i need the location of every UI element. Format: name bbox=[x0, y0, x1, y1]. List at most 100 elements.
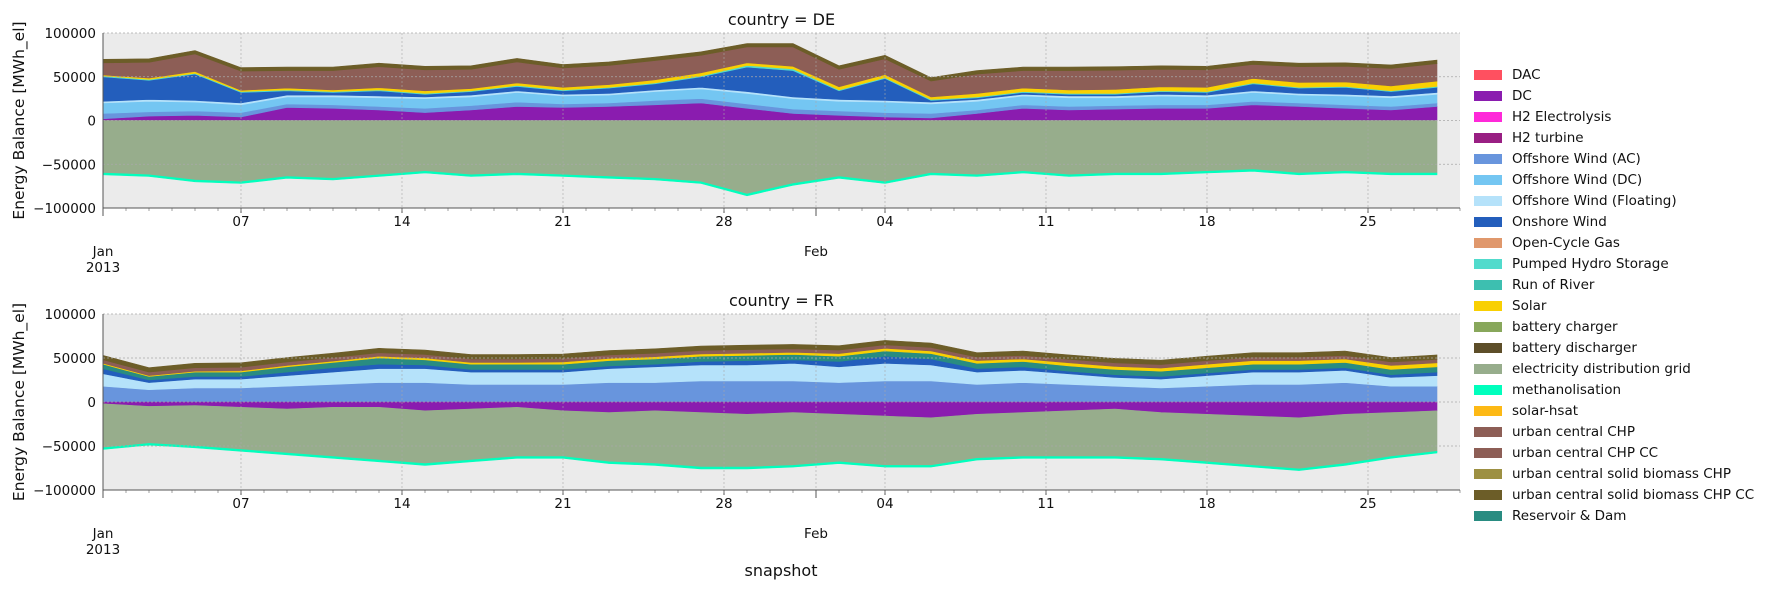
x-month-label: Feb bbox=[804, 244, 828, 260]
y-axis-label: Energy Balance [MWh_el] bbox=[10, 21, 29, 219]
legend-label: Run of River bbox=[1512, 276, 1595, 293]
area-methanolisation bbox=[102, 169, 1438, 197]
x-tick-label: 04 bbox=[876, 496, 893, 512]
legend: DAC DC H2 Electrolysis H2 turbine Offshore W… bbox=[1474, 64, 1754, 526]
y-tick-label: 100000 bbox=[44, 307, 96, 323]
legend-label: battery discharger bbox=[1512, 339, 1637, 356]
area-urban-central-solid-biomass-chp-cc bbox=[102, 43, 1438, 82]
legend-item: urban central solid biomass CHP bbox=[1474, 463, 1754, 484]
legend-swatch bbox=[1474, 132, 1502, 143]
legend-swatch bbox=[1474, 69, 1502, 80]
legend-label: Pumped Hydro Storage bbox=[1512, 255, 1669, 272]
legend-label: H2 turbine bbox=[1512, 129, 1584, 146]
x-month-label: 2013 bbox=[86, 542, 120, 558]
x-tick-label: 14 bbox=[393, 214, 410, 230]
legend-label: urban central solid biomass CHP CC bbox=[1512, 486, 1755, 503]
legend-label: DC bbox=[1512, 87, 1532, 104]
legend-item: electricity distribution grid bbox=[1474, 358, 1754, 379]
x-month-label: Jan bbox=[92, 244, 114, 260]
y-tick-label: −100000 bbox=[33, 201, 96, 217]
legend-label: urban central solid biomass CHP bbox=[1512, 465, 1731, 482]
legend-label: methanolisation bbox=[1512, 381, 1622, 398]
y-tick-label: 100000 bbox=[44, 26, 96, 42]
y-tick-label: 50000 bbox=[53, 351, 96, 367]
legend-swatch bbox=[1474, 195, 1502, 206]
legend-item: DAC bbox=[1474, 64, 1754, 85]
legend-label: solar-hsat bbox=[1512, 402, 1579, 419]
legend-label: Offshore Wind (DC) bbox=[1512, 171, 1643, 188]
legend-label: Onshore Wind bbox=[1512, 213, 1607, 230]
legend-swatch bbox=[1474, 153, 1502, 164]
legend-item: battery discharger bbox=[1474, 337, 1754, 358]
legend-swatch bbox=[1474, 300, 1502, 311]
legend-item: Pumped Hydro Storage bbox=[1474, 253, 1754, 274]
x-tick-label: 21 bbox=[554, 214, 571, 230]
legend-label: urban central CHP CC bbox=[1512, 444, 1659, 461]
legend-item: H2 turbine bbox=[1474, 127, 1754, 148]
legend-label: Solar bbox=[1512, 297, 1547, 314]
legend-label: Offshore Wind (Floating) bbox=[1512, 192, 1677, 209]
x-tick-label: 28 bbox=[715, 496, 732, 512]
x-tick-label: 25 bbox=[1359, 496, 1376, 512]
legend-item: Solar bbox=[1474, 295, 1754, 316]
legend-item: solar-hsat bbox=[1474, 400, 1754, 421]
legend-item: urban central CHP bbox=[1474, 421, 1754, 442]
x-tick-label: 07 bbox=[232, 214, 249, 230]
chart-panel-1: 100000 50000 0 −50000 −100000 07 14 21 28 04 11 18 2… bbox=[10, 291, 1461, 558]
legend-label: electricity distribution grid bbox=[1512, 360, 1691, 377]
legend-swatch bbox=[1474, 363, 1502, 374]
legend-item: DC bbox=[1474, 85, 1754, 106]
legend-swatch bbox=[1474, 447, 1502, 458]
x-month-label: Jan bbox=[92, 526, 114, 542]
legend-item: battery charger bbox=[1474, 316, 1754, 337]
y-tick-label: −50000 bbox=[42, 439, 96, 455]
x-month-label: 2013 bbox=[86, 260, 120, 276]
legend-item: Open-Cycle Gas bbox=[1474, 232, 1754, 253]
x-tick-label: 18 bbox=[1198, 496, 1215, 512]
panel-title: country = DE bbox=[728, 10, 835, 29]
legend-item: urban central CHP CC bbox=[1474, 442, 1754, 463]
legend-swatch bbox=[1474, 237, 1502, 248]
x-tick-label: 11 bbox=[1037, 496, 1054, 512]
legend-item: Reservoir & Dam bbox=[1474, 505, 1754, 526]
legend-item: Offshore Wind (AC) bbox=[1474, 148, 1754, 169]
x-tick-label: 11 bbox=[1037, 214, 1054, 230]
legend-item: urban central solid biomass CHP CC bbox=[1474, 484, 1754, 505]
legend-swatch bbox=[1474, 216, 1502, 227]
x-month-label: Feb bbox=[804, 526, 828, 542]
legend-swatch bbox=[1474, 111, 1502, 122]
legend-item: Offshore Wind (DC) bbox=[1474, 169, 1754, 190]
legend-swatch bbox=[1474, 279, 1502, 290]
x-tick-label: 14 bbox=[393, 496, 410, 512]
x-tick-label: 21 bbox=[554, 496, 571, 512]
legend-swatch bbox=[1474, 405, 1502, 416]
legend-label: urban central CHP bbox=[1512, 423, 1635, 440]
legend-item: methanolisation bbox=[1474, 379, 1754, 400]
legend-swatch bbox=[1474, 174, 1502, 185]
y-axis-label: Energy Balance [MWh_el] bbox=[10, 303, 29, 501]
legend-label: DAC bbox=[1512, 66, 1541, 83]
y-tick-label: 0 bbox=[87, 114, 96, 130]
y-tick-label: −50000 bbox=[42, 157, 96, 173]
legend-swatch bbox=[1474, 384, 1502, 395]
x-axis-label: snapshot bbox=[745, 561, 818, 580]
legend-item: Offshore Wind (Floating) bbox=[1474, 190, 1754, 211]
x-tick-label: 04 bbox=[876, 214, 893, 230]
legend-item: Run of River bbox=[1474, 274, 1754, 295]
legend-swatch bbox=[1474, 258, 1502, 269]
x-tick-label: 07 bbox=[232, 496, 249, 512]
legend-label: H2 Electrolysis bbox=[1512, 108, 1612, 125]
legend-swatch bbox=[1474, 321, 1502, 332]
legend-swatch bbox=[1474, 489, 1502, 500]
legend-swatch bbox=[1474, 426, 1502, 437]
legend-label: Open-Cycle Gas bbox=[1512, 234, 1620, 251]
y-tick-label: 0 bbox=[87, 395, 96, 411]
legend-item: Onshore Wind bbox=[1474, 211, 1754, 232]
x-tick-label: 18 bbox=[1198, 214, 1215, 230]
legend-swatch bbox=[1474, 90, 1502, 101]
x-tick-label: 25 bbox=[1359, 214, 1376, 230]
legend-label: Reservoir & Dam bbox=[1512, 507, 1627, 524]
legend-swatch bbox=[1474, 468, 1502, 479]
panel-title: country = FR bbox=[729, 291, 834, 310]
